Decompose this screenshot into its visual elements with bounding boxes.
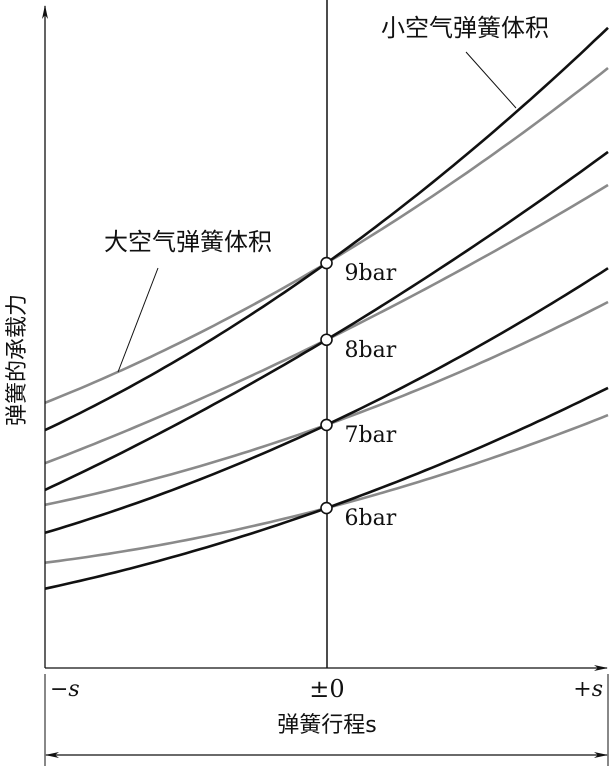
leader-large-volume (117, 267, 159, 373)
x-tick-minus-s: −s (50, 677, 80, 702)
leader-small-volume (465, 51, 517, 109)
annotation-large-volume: 大空气弹簧体积 (104, 228, 272, 256)
pressure-label-7bar: 7bar (345, 423, 397, 448)
point-8bar (320, 333, 333, 347)
point-9bar (320, 256, 333, 270)
pressure-label-8bar: 8bar (345, 338, 397, 363)
point-7bar (320, 418, 333, 432)
x-tick-plus-s: +s (573, 677, 603, 702)
x-tick-zero: ±0 (309, 675, 344, 703)
pressure-label-6bar: 6bar (345, 506, 397, 531)
y-axis-label: 弹簧的承载力 (5, 294, 30, 426)
annotation-small-volume: 小空气弹簧体积 (381, 14, 549, 42)
pressure-label-9bar: 9bar (345, 261, 397, 286)
point-6bar (320, 501, 333, 515)
x-axis-label: 弹簧行程s (277, 713, 376, 738)
